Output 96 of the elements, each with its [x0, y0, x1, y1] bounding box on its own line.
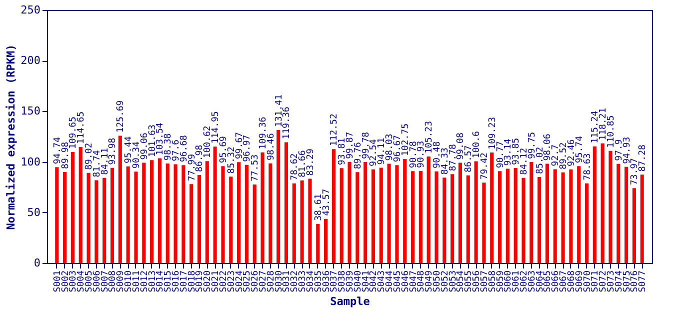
- bar: [371, 169, 376, 263]
- y-axis-title: Normalized expression (RPKM): [4, 44, 18, 230]
- bar: [158, 158, 162, 263]
- bar: [86, 172, 90, 263]
- bar: [102, 178, 106, 263]
- bar: [237, 162, 241, 263]
- bar: [300, 180, 304, 263]
- data-label: 43.57: [322, 188, 332, 216]
- bar: [126, 166, 130, 263]
- y-tick-label: 50: [27, 206, 40, 219]
- bar: [608, 150, 612, 263]
- bar: [640, 174, 644, 263]
- bar: [577, 166, 581, 263]
- data-label: 98.46: [266, 133, 276, 160]
- data-label: 114.65: [76, 111, 87, 144]
- bar: [410, 171, 415, 263]
- bar: [514, 168, 518, 263]
- bar: [190, 184, 194, 263]
- bar: [252, 184, 256, 263]
- bar: [205, 161, 209, 263]
- bar: [482, 182, 486, 263]
- data-label: 79.42: [480, 152, 490, 180]
- data-label: 83.29: [306, 148, 316, 176]
- bar: [506, 168, 510, 263]
- bar: [395, 165, 399, 263]
- bar: [260, 152, 264, 263]
- data-label: 125.69: [116, 100, 126, 133]
- x-tick-label: S077: [638, 270, 648, 292]
- bar: [94, 180, 98, 263]
- bar: [63, 172, 67, 263]
- bar: [134, 172, 138, 263]
- bar: [569, 169, 573, 263]
- bar: [624, 166, 628, 263]
- bar: [522, 178, 526, 263]
- bar: [545, 164, 549, 263]
- bar: [118, 136, 122, 263]
- y-tick-label: 200: [20, 54, 40, 68]
- bar: [348, 162, 352, 263]
- y-tick-label: 100: [20, 155, 40, 168]
- bar: [142, 162, 146, 263]
- bar: [324, 218, 328, 263]
- bar: [197, 174, 202, 263]
- bar: [356, 172, 360, 263]
- bar: [403, 159, 407, 263]
- data-label: 93.98: [108, 138, 118, 165]
- bar: [490, 152, 494, 263]
- data-label: 119.36: [282, 106, 292, 140]
- bar: [276, 130, 280, 263]
- bar: [364, 162, 368, 263]
- bar: [600, 143, 604, 263]
- data-label: 87.28: [638, 144, 648, 172]
- bar: [221, 166, 225, 263]
- bar: [530, 162, 534, 263]
- bar: [166, 163, 170, 263]
- bar: [268, 163, 272, 263]
- bar: [182, 165, 186, 263]
- bar: [316, 224, 320, 263]
- y-tick-label: 150: [20, 104, 40, 118]
- bar: [387, 164, 391, 263]
- bar: [174, 164, 178, 263]
- bar: [498, 171, 502, 263]
- data-label: 109.23: [488, 116, 498, 150]
- bar: [561, 172, 565, 263]
- y-tick-label: 0: [34, 256, 40, 270]
- bar: [584, 183, 589, 263]
- bar: [284, 142, 288, 263]
- bar: [332, 149, 336, 263]
- bar: [418, 170, 422, 263]
- bar: [229, 176, 233, 263]
- x-axis-title: Sample: [330, 295, 370, 308]
- data-label: 77.53: [250, 154, 261, 182]
- bar: [292, 183, 296, 263]
- bar: [340, 168, 344, 263]
- bar: [150, 160, 154, 263]
- data-label: 78.63: [582, 153, 593, 180]
- bar: [110, 168, 114, 263]
- y-tick-label: 250: [20, 4, 40, 16]
- bar: [434, 171, 438, 263]
- bar: [553, 169, 557, 263]
- bar: [458, 162, 462, 263]
- bar: [474, 161, 478, 263]
- bar: [379, 168, 383, 263]
- bar: [244, 164, 248, 263]
- bar: [592, 146, 596, 263]
- bar: [632, 188, 636, 263]
- bar: [450, 174, 454, 263]
- bar: [466, 175, 470, 263]
- bar: [426, 156, 430, 263]
- bar: [55, 167, 59, 263]
- bar: [78, 146, 82, 263]
- bar: [308, 178, 312, 263]
- bar: [442, 178, 446, 263]
- bar: [616, 164, 620, 263]
- bar: [70, 152, 74, 263]
- bar: [213, 146, 217, 263]
- bar: [538, 176, 542, 263]
